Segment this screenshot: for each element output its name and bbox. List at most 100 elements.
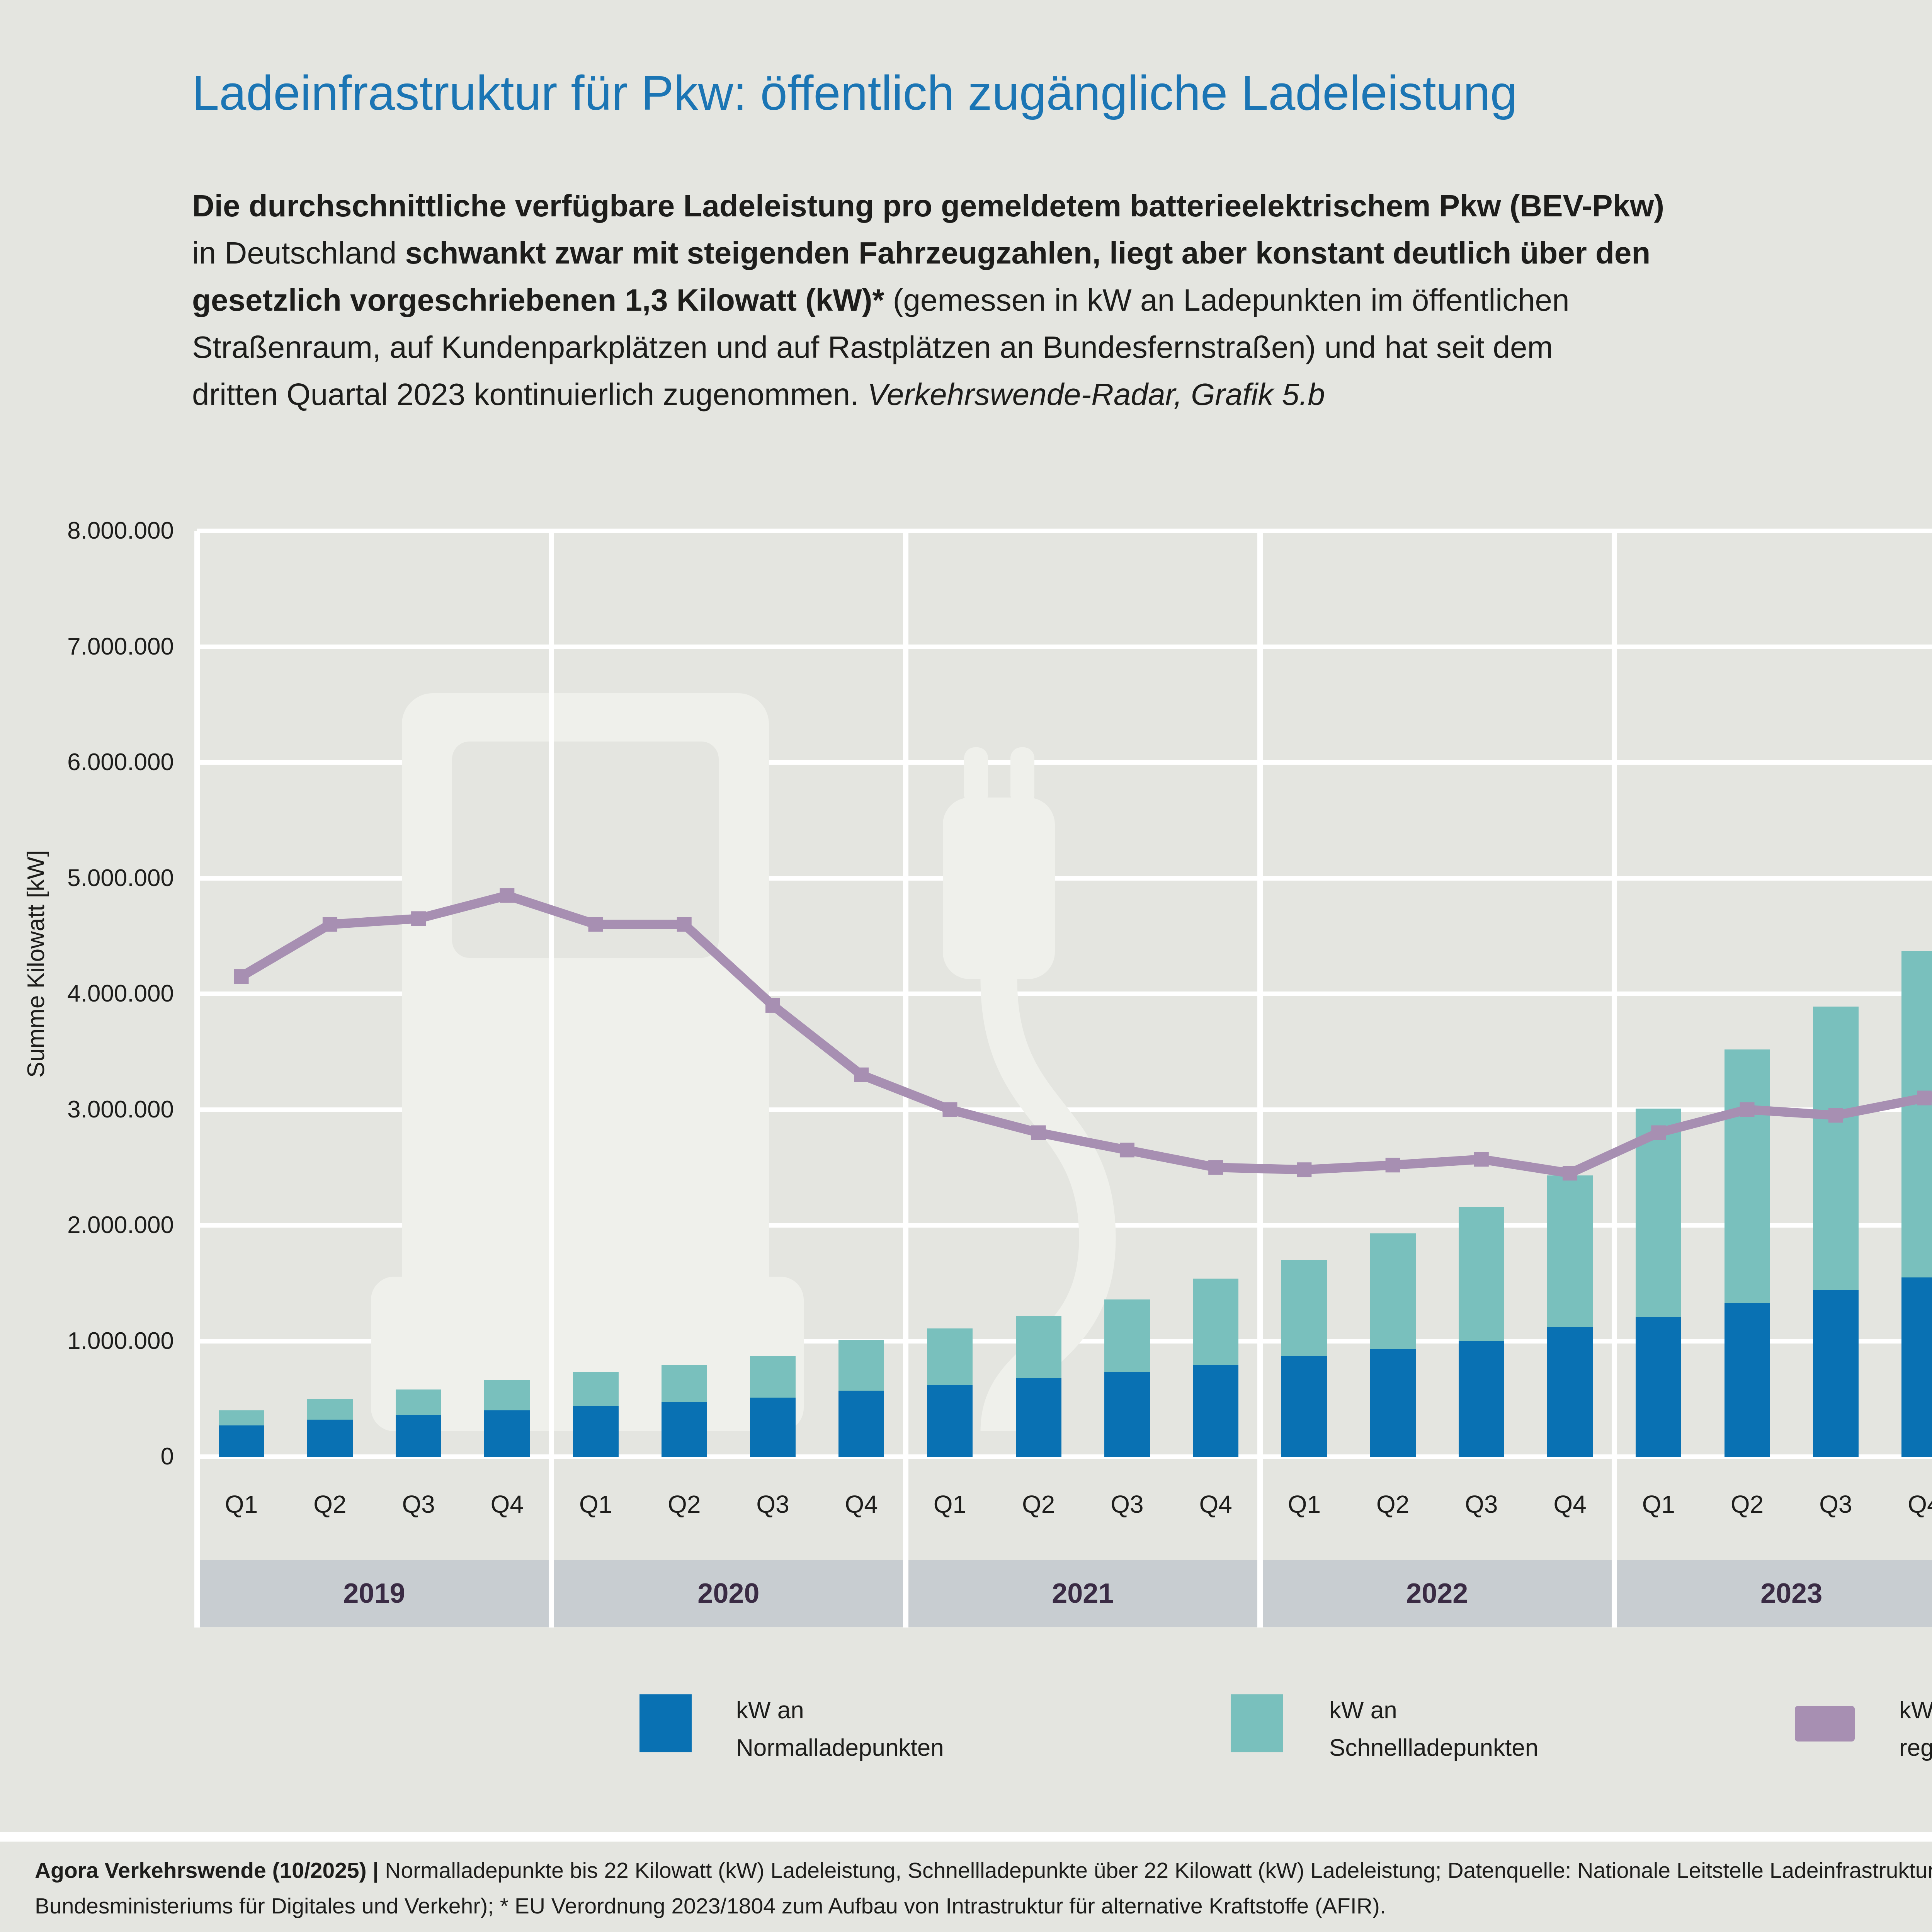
gridline: [197, 644, 1932, 649]
y-axis-left-tick: 1.000.000: [67, 1327, 174, 1354]
year-separator: [903, 531, 908, 1628]
quarter-label: Q1: [579, 1490, 612, 1518]
bar-normal-charging: [1813, 1290, 1859, 1457]
bar-normal-charging: [1281, 1356, 1327, 1457]
year-separator: [1257, 531, 1263, 1628]
intro-line: dritten Quartal 2023 kontinuierlich zuge…: [192, 377, 1325, 412]
bar-normal-charging: [661, 1402, 707, 1457]
line-marker: [1297, 1162, 1312, 1177]
bar-fast-charging: [1724, 1049, 1770, 1303]
year-label: 2020: [697, 1578, 760, 1609]
quarter-label: Q3: [756, 1490, 789, 1518]
quarter-label: Q3: [402, 1490, 435, 1518]
quarter-label: Q2: [1022, 1490, 1055, 1518]
line-marker: [234, 969, 249, 984]
quarter-label: Q2: [313, 1490, 347, 1518]
bar-normal-charging: [927, 1385, 973, 1457]
line-marker: [1474, 1152, 1489, 1167]
line-marker: [500, 888, 515, 903]
bar-normal-charging: [1547, 1327, 1593, 1457]
quarter-label: Q4: [845, 1490, 878, 1518]
bar-normal-charging: [484, 1410, 530, 1457]
gridline: [197, 529, 1932, 533]
line-marker: [1828, 1108, 1843, 1123]
legend-label-normal: kW an Normalladepunkten: [736, 1697, 944, 1761]
bar-normal-charging: [750, 1398, 796, 1457]
y-axis-left-tick: 3.000.000: [67, 1096, 174, 1123]
bar-fast-charging: [838, 1340, 884, 1391]
bar-fast-charging: [1458, 1207, 1504, 1341]
bar-fast-charging: [1370, 1233, 1416, 1349]
year-band: [197, 1560, 1932, 1627]
bar-normal-charging: [218, 1425, 264, 1457]
bar-fast-charging: [484, 1380, 530, 1411]
footer-divider: [0, 1832, 1932, 1842]
quarter-label: Q3: [1465, 1490, 1498, 1518]
year-separator: [548, 531, 554, 1628]
intro-line: Straßenraum, auf Kundenparkplätzen und a…: [192, 330, 1553, 364]
year-separator: [194, 531, 200, 1628]
quarter-label: Q4: [1199, 1490, 1232, 1518]
bar-fast-charging: [750, 1356, 796, 1398]
bar-normal-charging: [1636, 1316, 1682, 1457]
quarter-label: Q4: [1908, 1490, 1932, 1518]
quarter-label: Q2: [668, 1490, 701, 1518]
bar-normal-charging: [838, 1391, 884, 1457]
bar-fast-charging: [927, 1328, 973, 1385]
kw-per-bev-line: [234, 888, 1932, 1181]
line-marker: [1563, 1166, 1578, 1181]
bar-fast-charging: [218, 1410, 264, 1426]
year-label: 2023: [1760, 1578, 1823, 1609]
quarter-label: Q3: [1111, 1490, 1144, 1518]
line-marker: [322, 917, 337, 932]
legend-label-line: kW pro registriertem BEV-Pkw: [1899, 1697, 1932, 1761]
fast-charging-swatch: [1231, 1694, 1283, 1752]
year-label: 2019: [343, 1578, 405, 1609]
bar-normal-charging: [307, 1420, 353, 1457]
intro-line: in Deutschland schwankt zwar mit steigen…: [192, 236, 1651, 270]
line-marker: [765, 998, 780, 1013]
chart-plot-area: 2019202020212022202320242025Q1Q2Q3Q4Q1Q2…: [194, 529, 1932, 1628]
y-axis-left-tick: 0: [160, 1443, 174, 1470]
line-marker: [588, 917, 603, 932]
bar-fast-charging: [396, 1389, 442, 1415]
charging-station-watermark-icon: [371, 693, 1116, 1432]
bar-normal-charging: [1370, 1349, 1416, 1457]
quarter-label: Q3: [1819, 1490, 1852, 1518]
chart-legend: kW an Normalladepunkten kW an Schnelllad…: [0, 1692, 1932, 1777]
line-marker: [1031, 1125, 1046, 1140]
quarter-label: Q1: [1287, 1490, 1321, 1518]
year-label: 2022: [1406, 1578, 1468, 1609]
bar-normal-charging: [573, 1406, 619, 1457]
line-marker: [1385, 1158, 1400, 1173]
intro-paragraph: Die durchschnittliche verfügbare Ladelei…: [192, 182, 1664, 418]
bar-fast-charging: [1813, 1006, 1859, 1290]
bar-normal-charging: [1193, 1365, 1239, 1457]
line-series-swatch: [1795, 1706, 1855, 1742]
line-marker: [1119, 1143, 1134, 1158]
bar-fast-charging: [1015, 1315, 1061, 1378]
quarter-label: Q1: [224, 1490, 258, 1518]
normal-charging-swatch: [639, 1694, 692, 1752]
bar-normal-charging: [1901, 1277, 1932, 1457]
legend-label-fast: kW an Schnellladepunkten: [1329, 1697, 1539, 1761]
quarter-label: Q2: [1376, 1490, 1410, 1518]
year-separator: [1611, 531, 1617, 1628]
bar-fast-charging: [1281, 1260, 1327, 1356]
bar-fast-charging: [661, 1365, 707, 1403]
line-marker: [677, 917, 692, 932]
y-axis-left-tick: 7.000.000: [67, 633, 174, 660]
line-marker: [1651, 1125, 1666, 1140]
bar-fast-charging: [1547, 1175, 1593, 1327]
bar-fast-charging: [1104, 1299, 1150, 1372]
page-title: Ladeinfrastruktur für Pkw: öffentlich zu…: [192, 66, 1517, 120]
bar-normal-charging: [1015, 1378, 1061, 1457]
line-marker: [854, 1067, 869, 1082]
bar-normal-charging: [1104, 1372, 1150, 1457]
bar-normal-charging: [396, 1415, 442, 1457]
line-marker: [1917, 1090, 1932, 1105]
y-axis-left-tick: 2.000.000: [67, 1212, 174, 1238]
y-axis-left-tick: 8.000.000: [67, 517, 174, 544]
line-marker: [411, 911, 426, 926]
